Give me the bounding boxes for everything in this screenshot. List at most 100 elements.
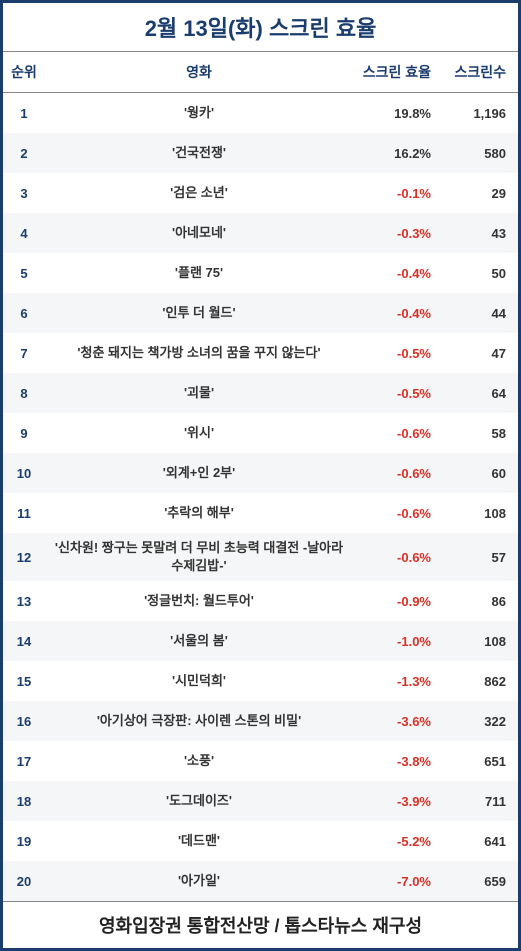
cell-efficiency: -0.6% — [353, 506, 443, 521]
cell-screens: 659 — [443, 874, 518, 889]
table-container: 2월 13일(화) 스크린 효율 순위 영화 스크린 효율 스크린수 1'웡카'… — [0, 0, 521, 951]
cell-movie: '서울의 봄' — [45, 632, 353, 650]
table-row: 14'서울의 봄'-1.0%108 — [3, 621, 518, 661]
cell-efficiency: -0.5% — [353, 346, 443, 361]
cell-movie: '정글번치: 월드투어' — [45, 592, 353, 610]
cell-screens: 862 — [443, 674, 518, 689]
cell-rank: 17 — [3, 754, 45, 769]
cell-efficiency: -0.1% — [353, 186, 443, 201]
table-row: 5'플랜 75'-0.4%50 — [3, 253, 518, 293]
table-row: 15'시민덕희'-1.3%862 — [3, 661, 518, 701]
cell-movie: '인투 더 월드' — [45, 304, 353, 322]
cell-movie: '아가일' — [45, 872, 353, 890]
cell-efficiency: -0.3% — [353, 226, 443, 241]
cell-efficiency: -3.9% — [353, 794, 443, 809]
header-efficiency: 스크린 효율 — [353, 62, 443, 82]
cell-efficiency: -7.0% — [353, 874, 443, 889]
table-row: 18'도그데이즈'-3.9%711 — [3, 781, 518, 821]
table-row: 16'아기상어 극장판: 사이렌 스톤의 비밀'-3.6%322 — [3, 701, 518, 741]
cell-movie: '아기상어 극장판: 사이렌 스톤의 비밀' — [45, 712, 353, 730]
cell-efficiency: 19.8% — [353, 106, 443, 121]
table-row: 3'검은 소년'-0.1%29 — [3, 173, 518, 213]
table-row: 6'인투 더 월드'-0.4%44 — [3, 293, 518, 333]
table-footer: 영화입장권 통합전산망 / 톱스타뉴스 재구성 — [3, 901, 518, 951]
cell-screens: 641 — [443, 834, 518, 849]
cell-rank: 2 — [3, 146, 45, 161]
table-row: 10'외계+인 2부'-0.6%60 — [3, 453, 518, 493]
cell-screens: 43 — [443, 226, 518, 241]
cell-rank: 9 — [3, 426, 45, 441]
table-row: 8'괴물'-0.5%64 — [3, 373, 518, 413]
cell-movie: '위시' — [45, 424, 353, 442]
table-row: 19'데드맨'-5.2%641 — [3, 821, 518, 861]
cell-efficiency: -0.6% — [353, 550, 443, 565]
cell-screens: 651 — [443, 754, 518, 769]
cell-rank: 11 — [3, 506, 45, 521]
header-screens: 스크린수 — [443, 62, 518, 82]
cell-screens: 1,196 — [443, 106, 518, 121]
cell-rank: 15 — [3, 674, 45, 689]
cell-movie: '추락의 해부' — [45, 504, 353, 522]
cell-screens: 50 — [443, 266, 518, 281]
cell-movie: '청춘 돼지는 책가방 소녀의 꿈을 꾸지 않는다' — [45, 344, 353, 362]
cell-movie: '신차원! 짱구는 못말려 더 무비 초능력 대결전 -날아라 수제김밥-' — [45, 539, 353, 575]
cell-screens: 711 — [443, 794, 518, 809]
cell-rank: 5 — [3, 266, 45, 281]
page-title: 2월 13일(화) 스크린 효율 — [3, 3, 518, 52]
cell-movie: '소풍' — [45, 752, 353, 770]
cell-rank: 20 — [3, 874, 45, 889]
table-row: 9'위시'-0.6%58 — [3, 413, 518, 453]
table-row: 11'추락의 해부'-0.6%108 — [3, 493, 518, 533]
cell-rank: 19 — [3, 834, 45, 849]
cell-rank: 3 — [3, 186, 45, 201]
cell-movie: '아네모네' — [45, 224, 353, 242]
header-movie: 영화 — [45, 62, 353, 82]
cell-efficiency: 16.2% — [353, 146, 443, 161]
cell-movie: '도그데이즈' — [45, 792, 353, 810]
table-row: 4'아네모네'-0.3%43 — [3, 213, 518, 253]
cell-screens: 44 — [443, 306, 518, 321]
table-row: 2'건국전쟁'16.2%580 — [3, 133, 518, 173]
cell-movie: '건국전쟁' — [45, 144, 353, 162]
table-row: 13'정글번치: 월드투어'-0.9%86 — [3, 581, 518, 621]
header-rank: 순위 — [3, 62, 45, 82]
cell-screens: 64 — [443, 386, 518, 401]
cell-rank: 10 — [3, 466, 45, 481]
cell-efficiency: -0.4% — [353, 266, 443, 281]
cell-rank: 14 — [3, 634, 45, 649]
cell-screens: 47 — [443, 346, 518, 361]
cell-movie: '검은 소년' — [45, 184, 353, 202]
cell-efficiency: -3.8% — [353, 754, 443, 769]
cell-rank: 8 — [3, 386, 45, 401]
cell-screens: 60 — [443, 466, 518, 481]
cell-rank: 18 — [3, 794, 45, 809]
cell-efficiency: -0.6% — [353, 466, 443, 481]
cell-rank: 13 — [3, 594, 45, 609]
cell-efficiency: -0.6% — [353, 426, 443, 441]
cell-screens: 58 — [443, 426, 518, 441]
cell-efficiency: -1.3% — [353, 674, 443, 689]
cell-movie: '데드맨' — [45, 832, 353, 850]
table-row: 20'아가일'-7.0%659 — [3, 861, 518, 901]
cell-screens: 57 — [443, 550, 518, 565]
cell-movie: '외계+인 2부' — [45, 464, 353, 482]
table-row: 7'청춘 돼지는 책가방 소녀의 꿈을 꾸지 않는다'-0.5%47 — [3, 333, 518, 373]
cell-movie: '시민덕희' — [45, 672, 353, 690]
cell-efficiency: -0.4% — [353, 306, 443, 321]
cell-rank: 7 — [3, 346, 45, 361]
cell-screens: 580 — [443, 146, 518, 161]
cell-screens: 29 — [443, 186, 518, 201]
cell-rank: 6 — [3, 306, 45, 321]
cell-movie: '괴물' — [45, 384, 353, 402]
cell-screens: 86 — [443, 594, 518, 609]
cell-efficiency: -1.0% — [353, 634, 443, 649]
cell-rank: 16 — [3, 714, 45, 729]
table-header: 순위 영화 스크린 효율 스크린수 — [3, 52, 518, 93]
cell-screens: 108 — [443, 506, 518, 521]
cell-efficiency: -5.2% — [353, 834, 443, 849]
cell-movie: '웡카' — [45, 104, 353, 122]
cell-efficiency: -0.5% — [353, 386, 443, 401]
cell-efficiency: -0.9% — [353, 594, 443, 609]
table-row: 1'웡카'19.8%1,196 — [3, 93, 518, 133]
table-row: 12'신차원! 짱구는 못말려 더 무비 초능력 대결전 -날아라 수제김밥-'… — [3, 533, 518, 581]
